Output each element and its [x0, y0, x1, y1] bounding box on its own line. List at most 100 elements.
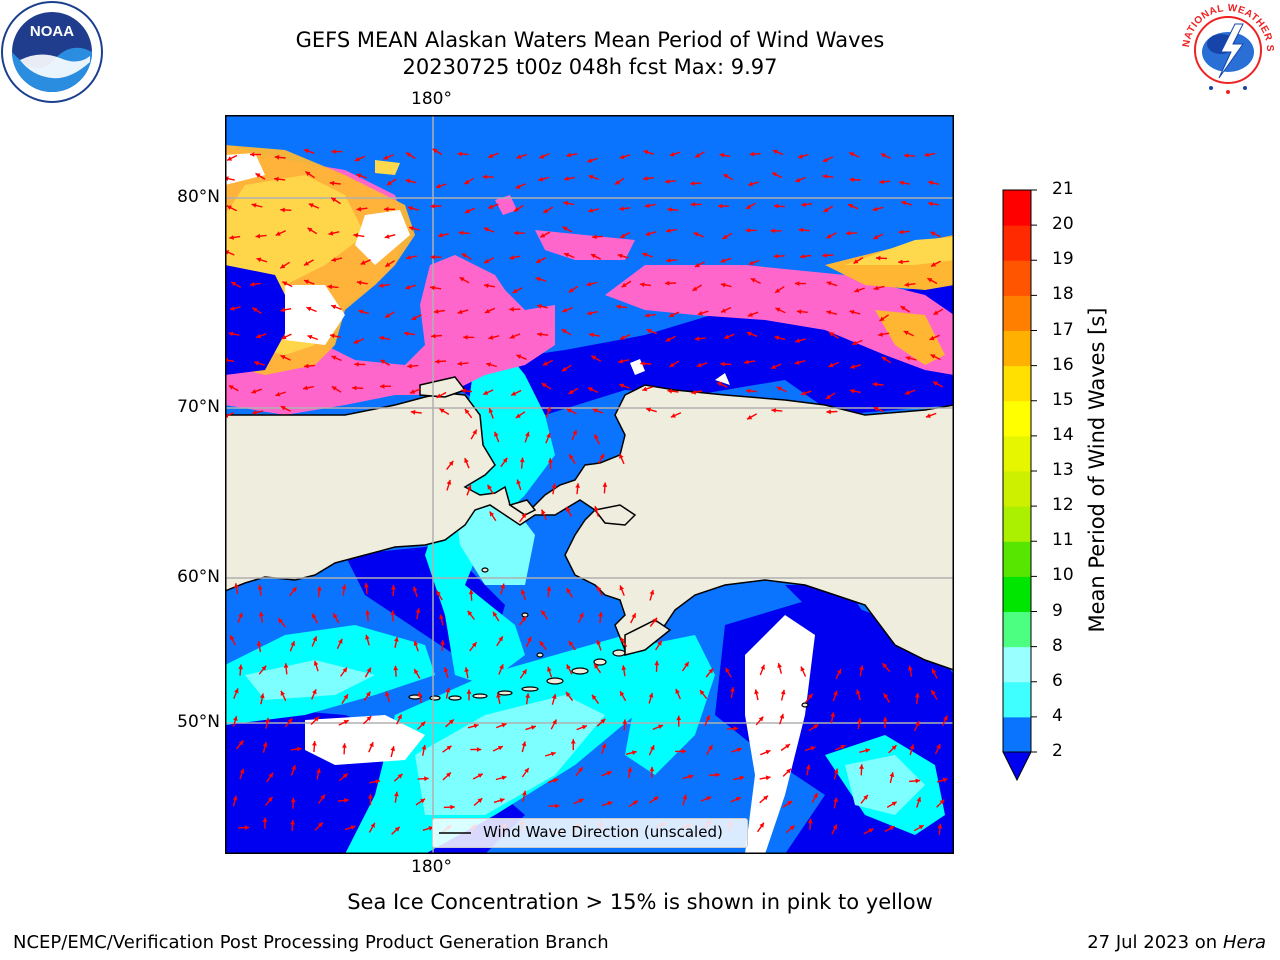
wave-arrow-head — [708, 668, 714, 674]
wave-arrow-head — [467, 485, 472, 490]
wave-arrow-head — [810, 746, 816, 751]
wave-arrow-head — [538, 176, 544, 182]
wave-arrow-head — [259, 693, 265, 699]
wave-arrow-head — [822, 253, 827, 258]
wave-arrow-head — [928, 201, 933, 207]
wave-arrow-head — [424, 776, 429, 782]
wave-arrow-head — [772, 149, 778, 155]
wave-arrow-head — [873, 285, 879, 291]
wave-arrow-head — [430, 203, 435, 209]
wave-arrow-head — [304, 279, 309, 285]
wave-arrow-head — [639, 282, 645, 287]
wave-arrow-head — [550, 751, 556, 757]
wave-arrow-head — [342, 773, 348, 779]
wave-arrow-head — [525, 431, 530, 437]
wave-arrow-head — [872, 382, 878, 387]
wave-arrow-head — [414, 669, 419, 674]
wave-arrow-head — [525, 693, 530, 698]
wave-arrow-head — [443, 667, 449, 673]
wave-arrow-head — [458, 230, 464, 236]
wave-arrow-head — [857, 718, 862, 723]
wave-arrow-head — [258, 611, 264, 617]
wave-arrow-head — [794, 360, 800, 365]
wave-arrow-head — [881, 356, 887, 362]
wave-arrow-head — [621, 282, 627, 288]
wave-arrow-head — [787, 801, 792, 806]
wave-arrow-head — [472, 429, 477, 435]
wave-arrow-head — [904, 282, 910, 287]
wave-arrow-head — [770, 228, 775, 234]
wave-arrow-head — [461, 388, 466, 394]
wave-arrow-head — [356, 206, 362, 212]
credit-text: NCEP/EMC/Verification Post Processing Pr… — [13, 932, 609, 953]
lat-label-50: 50°N — [177, 712, 220, 732]
wave-arrow-head — [653, 796, 659, 801]
wave-arrow-head — [477, 773, 483, 778]
wave-arrow-head — [541, 509, 546, 515]
wave-arrow-head — [909, 744, 915, 750]
wave-arrow-head — [620, 637, 625, 643]
wave-arrow-head — [915, 693, 920, 698]
wave-arrow-head — [274, 176, 279, 182]
wave-arrow-head — [682, 794, 688, 800]
wave-arrow-head — [555, 803, 560, 809]
wave-arrow-head — [586, 281, 592, 287]
colorbar-segment — [1003, 611, 1031, 648]
wave-arrow-head — [908, 665, 913, 671]
wave-arrow-head — [312, 689, 317, 695]
date-text: 27 Jul 2023 on — [1087, 932, 1218, 953]
wave-arrow-head — [229, 306, 235, 311]
wave-arrow-head — [733, 726, 738, 731]
wave-arrow-head — [291, 587, 297, 593]
wave-arrow-head — [899, 180, 904, 186]
wave-arrow-head — [826, 409, 831, 415]
wave-arrow-head — [813, 724, 819, 729]
colorbar-tick-label: 13 — [1052, 460, 1074, 480]
wave-arrow-head — [619, 585, 624, 591]
wave-arrow-head — [312, 741, 317, 746]
wave-arrow-head — [700, 690, 705, 695]
wave-arrow-head — [459, 277, 465, 282]
wave-arrow-head — [489, 511, 495, 517]
wave-arrow-head — [435, 359, 440, 364]
wave-arrow-head — [501, 723, 507, 728]
wave-arrow-head — [750, 278, 756, 283]
machine-name: Hera — [1222, 932, 1266, 953]
wave-arrow-head — [512, 288, 518, 293]
wave-arrow-head — [466, 689, 472, 694]
wave-arrow-head — [343, 720, 349, 725]
colorbar-tick-label: 17 — [1052, 319, 1074, 340]
wave-arrow-head — [643, 149, 649, 155]
wave-arrow-head — [312, 613, 317, 619]
colorbar-segment — [1003, 225, 1031, 261]
wave-arrow-head — [568, 389, 574, 394]
wave-arrow-head — [499, 798, 505, 803]
wave-arrow-head — [853, 259, 859, 264]
wave-arrow-head — [353, 233, 359, 238]
wave-arrow-head — [383, 155, 389, 160]
wave-arrow-head — [898, 259, 903, 265]
date-stamp: 27 Jul 2023 on Hera — [1087, 932, 1266, 953]
wave-arrow-head — [350, 825, 356, 830]
wave-arrow-head — [499, 664, 504, 670]
colorbar-segment — [1003, 330, 1031, 367]
wave-arrow-head — [928, 180, 933, 186]
wave-arrow-head — [746, 331, 752, 337]
wave-arrow-head — [312, 636, 317, 642]
wave-arrow-head — [719, 152, 725, 158]
wave-arrow-head — [280, 406, 286, 411]
wave-arrow-head — [617, 253, 623, 259]
wave-arrow-head — [658, 724, 664, 729]
wave-arrow-head — [642, 252, 648, 258]
wave-arrow-head — [265, 717, 270, 723]
wave-arrow-head — [801, 391, 806, 396]
wave-arrow-head — [708, 745, 713, 751]
wave-arrow-head — [251, 389, 257, 394]
wave-arrow-head — [621, 665, 627, 671]
wave-arrow-head — [238, 740, 244, 746]
wave-arrow-head — [901, 200, 907, 206]
wave-arrow-head — [551, 483, 557, 489]
wave-arrow-head — [249, 281, 255, 287]
wave-arrow-head — [933, 310, 939, 315]
wave-arrow-head — [594, 663, 599, 669]
